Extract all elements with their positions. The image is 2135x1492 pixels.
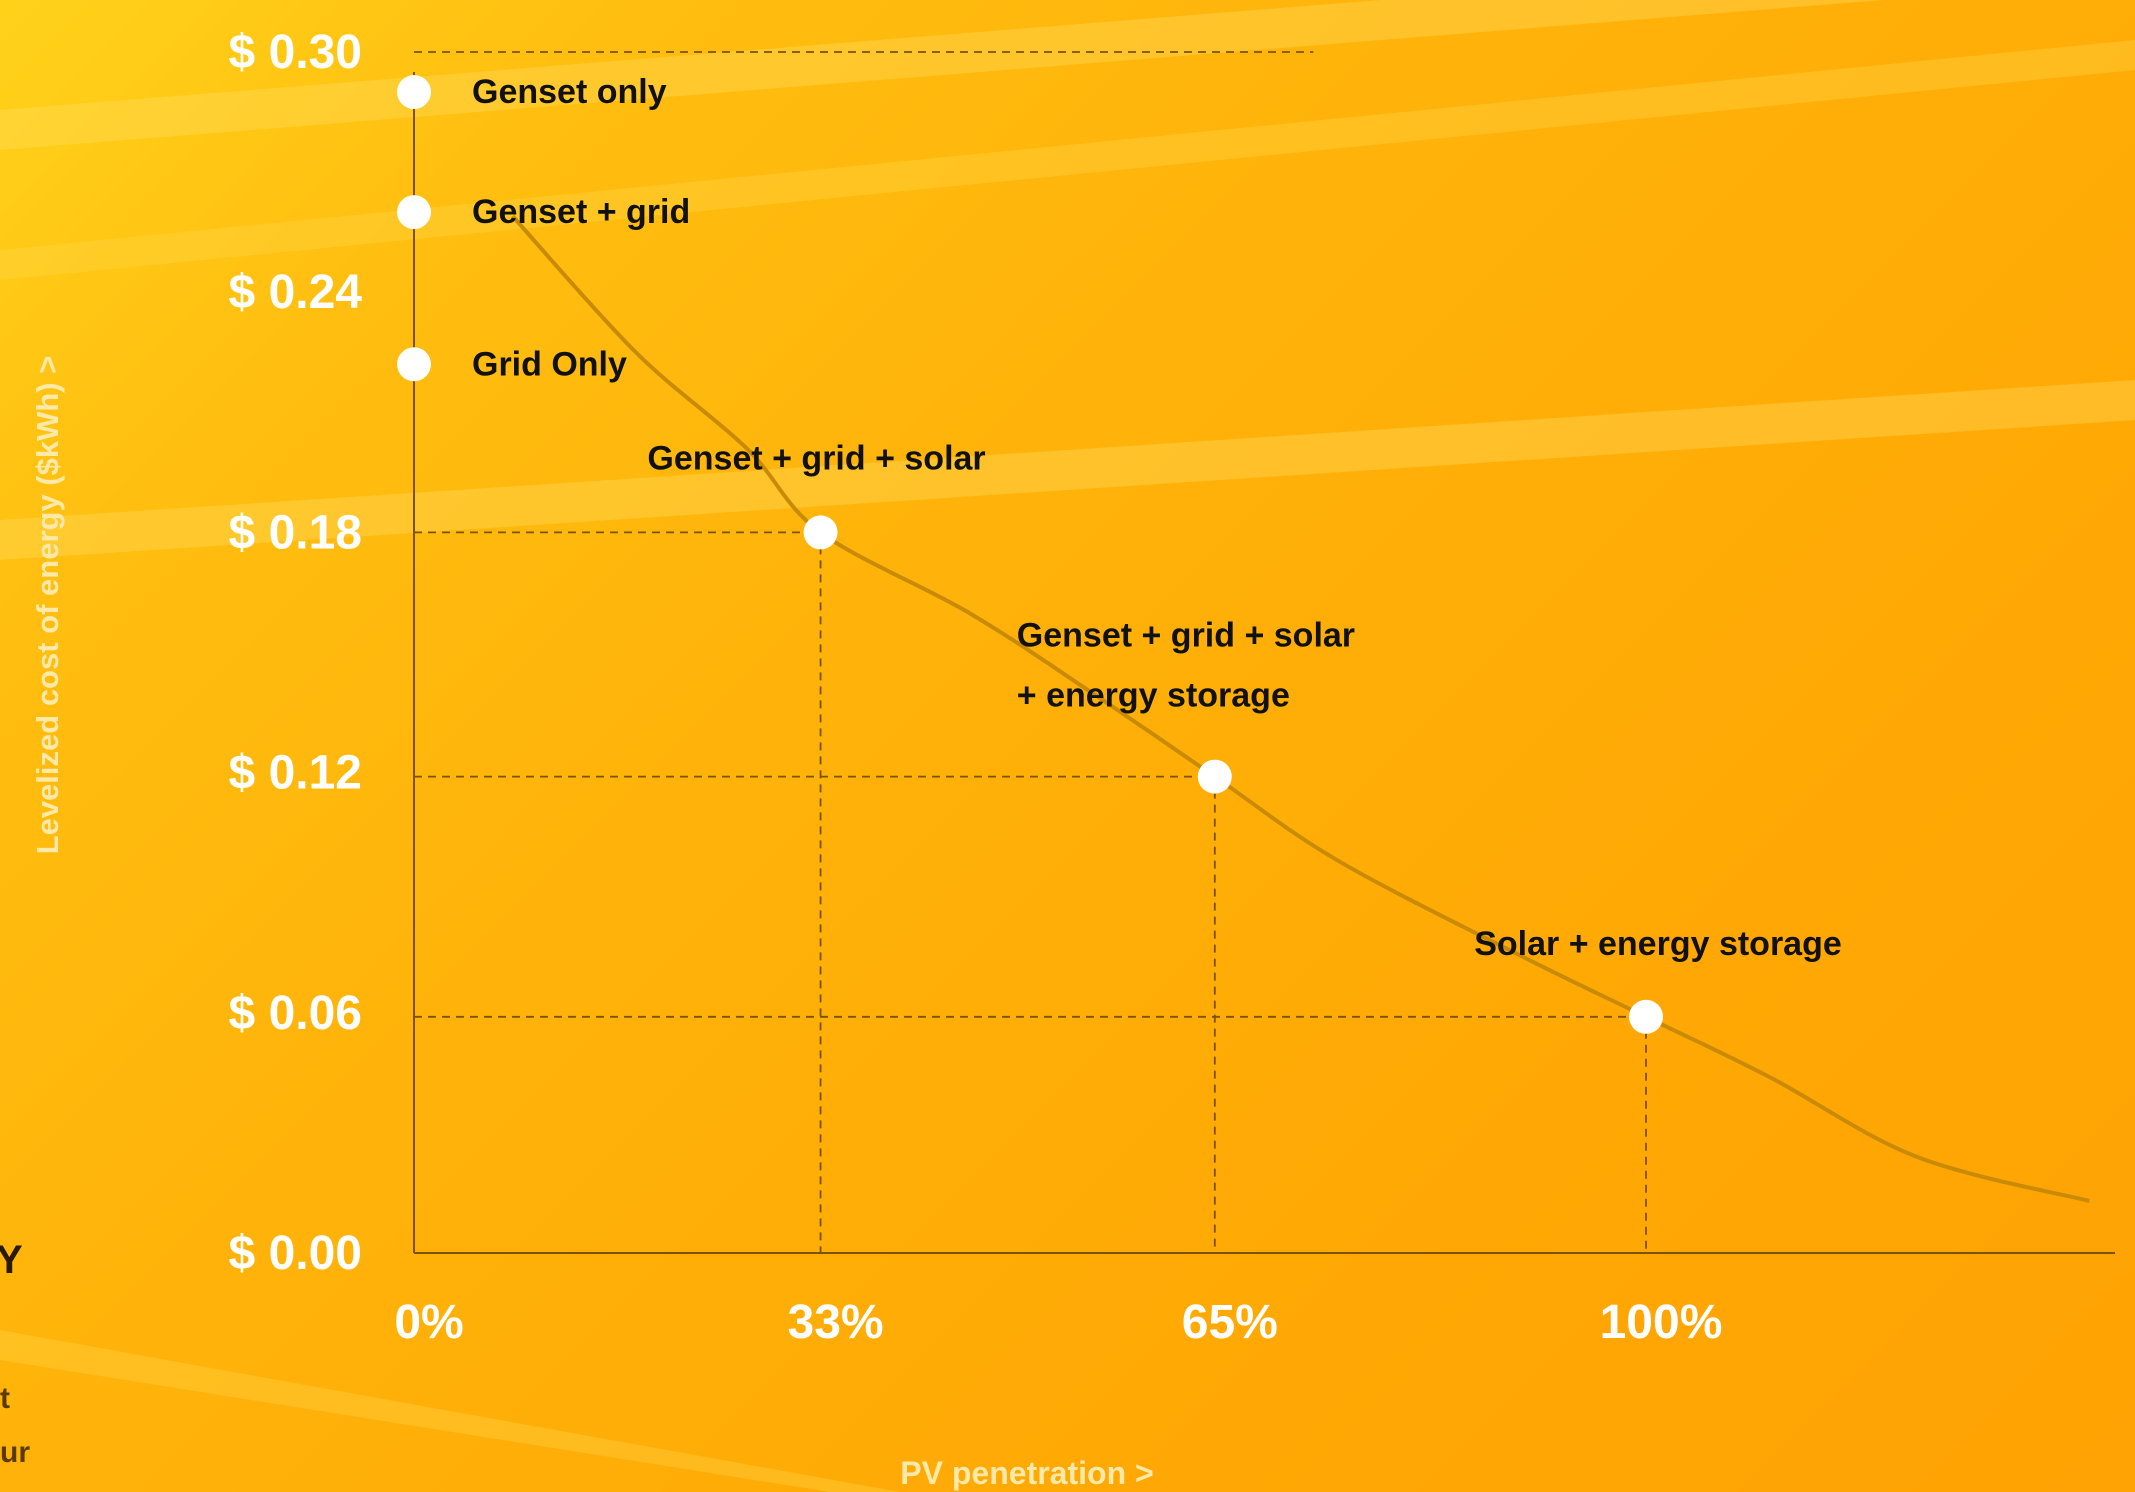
- panel-streak: [0, 380, 2135, 560]
- point-label: Genset + grid + solar: [647, 439, 985, 477]
- x-tick-label: 33%: [788, 1296, 884, 1349]
- data-points: [397, 75, 1663, 1034]
- y-tick-label: $ 0.30: [229, 26, 362, 79]
- y-tick-label: $ 0.24: [229, 266, 363, 319]
- point-label: Genset only: [472, 73, 667, 111]
- side-text-letter: Y: [0, 1238, 23, 1282]
- point-label: Genset + grid + solar: [1017, 617, 1355, 655]
- cost-curve-line: [511, 214, 2091, 1203]
- y-axis-title: Levelized cost of energy ($kWh) >: [30, 356, 65, 855]
- axes: [413, 51, 2115, 1254]
- point-label-line2: + energy storage: [1017, 677, 1290, 715]
- data-point-marker: [397, 347, 431, 382]
- panel-streak: [0, 40, 2135, 280]
- data-point-marker: [803, 515, 838, 550]
- side-text-line1: t: [0, 1382, 10, 1415]
- data-point-marker: [1629, 999, 1663, 1034]
- x-axis-title: PV penetration >: [900, 1455, 1153, 1491]
- point-label: Solar + energy storage: [1474, 925, 1842, 963]
- point-label: Grid Only: [472, 345, 627, 383]
- guide-lines: [414, 531, 1647, 1253]
- side-text-line2: ur: [0, 1436, 30, 1469]
- panel-streak: [0, 0, 1884, 150]
- point-label: Genset + grid: [472, 193, 690, 231]
- x-tick-label: 100%: [1600, 1296, 1723, 1349]
- data-point-marker: [397, 75, 431, 110]
- cost-curve: [511, 214, 2091, 1203]
- x-tick-labels: 0% 33% 65% 100%: [394, 1296, 1722, 1349]
- y-tick-label: $ 0.06: [229, 987, 362, 1040]
- data-point-marker: [397, 195, 431, 230]
- x-tick-label: 65%: [1182, 1296, 1278, 1349]
- y-tick-label: $ 0.18: [229, 506, 362, 559]
- point-labels: Genset only Genset + grid Grid Only Genset …: [472, 73, 1842, 963]
- x-tick-label: 0%: [394, 1296, 463, 1349]
- data-point-marker: [1197, 759, 1232, 794]
- panel-streak: [0, 1330, 900, 1492]
- y-tick-label: $ 0.12: [229, 747, 362, 800]
- y-tick-labels: $ 0.30 $ 0.24 $ 0.18 $ 0.12 $ 0.06 $ 0.00: [229, 26, 363, 1280]
- y-tick-label: $ 0.00: [229, 1227, 362, 1280]
